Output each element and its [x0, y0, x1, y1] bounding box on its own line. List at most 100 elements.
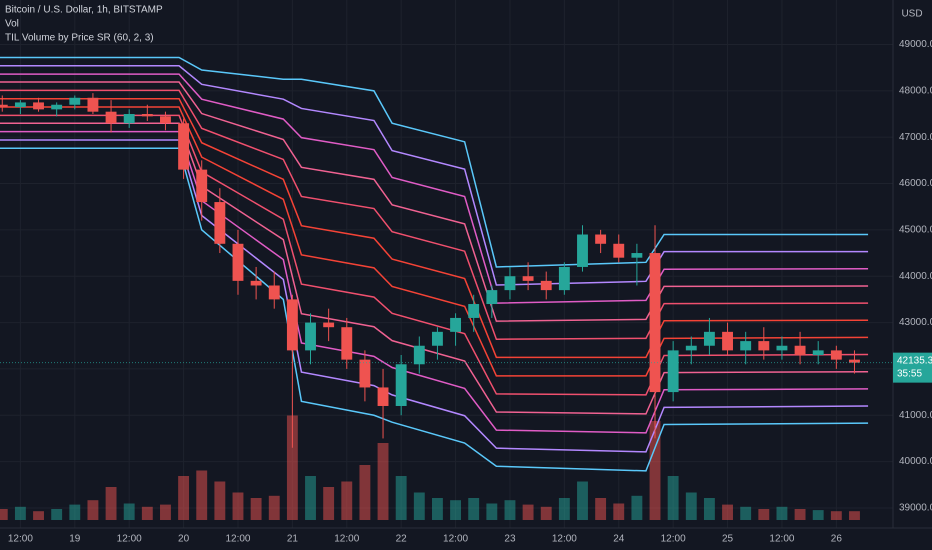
candle-body	[395, 364, 407, 406]
candle-body	[33, 102, 44, 110]
volume-bar	[51, 509, 63, 520]
y-tick-label: 48000.00	[899, 85, 932, 96]
candle-body	[105, 111, 117, 124]
volume-bar	[395, 476, 407, 520]
candle-body	[286, 299, 298, 351]
candle-body	[722, 331, 733, 351]
symbol-title[interactable]: Bitcoin / U.S. Dollar, 1h, BITSTAMP	[5, 5, 163, 16]
volume-bar	[703, 498, 715, 520]
candle-body	[141, 114, 153, 117]
sr-line	[0, 89, 869, 341]
candle-body	[214, 202, 226, 244]
volume-bar	[722, 504, 733, 520]
volume-bar	[577, 481, 588, 520]
volume-bar	[431, 498, 443, 520]
candle-body	[649, 253, 661, 393]
volume-bar	[323, 487, 335, 520]
x-tick-label: 12:00	[443, 534, 468, 545]
x-tick-label: 25	[722, 534, 734, 545]
candle-body	[250, 280, 262, 286]
candle-body	[595, 234, 607, 244]
candle-body	[305, 322, 316, 351]
volume-bar	[413, 492, 425, 520]
volume-bar	[160, 504, 171, 520]
volume-bar	[305, 476, 316, 520]
countdown-label: 35:55	[897, 368, 922, 379]
volume-bar	[123, 503, 135, 520]
x-tick-label: 23	[504, 534, 516, 545]
candle-body	[468, 304, 480, 318]
candle-body	[0, 104, 8, 108]
candle-body	[794, 345, 806, 356]
y-tick-label: 49000.00	[899, 39, 932, 50]
volume-bar	[468, 498, 480, 520]
indicator-label[interactable]: TIL Volume by Price SR (60, 2, 3)	[5, 33, 154, 44]
candle-body	[232, 243, 244, 281]
candle-body	[431, 331, 443, 346]
volume-bar	[849, 511, 860, 520]
volume-bar	[14, 506, 26, 520]
x-tick-label: 22	[396, 534, 408, 545]
candle-body	[14, 102, 26, 108]
volume-bar	[232, 492, 244, 520]
x-tick-label: 12:00	[661, 534, 686, 545]
volume-bar	[141, 506, 153, 520]
candle-body	[413, 345, 425, 365]
x-tick-label: 12:00	[225, 534, 250, 545]
volume-bar	[196, 470, 208, 520]
y-tick-label: 44000.00	[899, 271, 932, 282]
x-tick-label: 20	[178, 534, 190, 545]
candle-body	[123, 114, 135, 124]
sr-line	[0, 114, 869, 396]
candle-body	[341, 327, 353, 360]
volume-bar	[450, 500, 462, 520]
volume-bar	[178, 476, 190, 520]
sr-line	[0, 81, 869, 322]
y-tick-label: 40000.00	[899, 456, 932, 467]
x-tick-label: 24	[613, 534, 625, 545]
candle-body	[268, 285, 280, 300]
volume-bar	[341, 481, 353, 520]
volume-bar	[0, 509, 8, 520]
candle-body	[740, 341, 752, 351]
volume-bar	[830, 511, 842, 520]
volume-bar	[504, 500, 516, 520]
candle-body	[703, 331, 715, 346]
y-tick-label: 43000.00	[899, 317, 932, 328]
candle-body	[377, 387, 389, 406]
volume-bar	[794, 509, 806, 520]
y-tick-label: 41000.00	[899, 410, 932, 421]
candle-body	[667, 350, 679, 393]
volume-bar	[250, 498, 262, 520]
candle-body	[323, 322, 335, 328]
candle-body	[613, 243, 625, 258]
volume-bar	[613, 503, 625, 520]
volume-bar	[595, 498, 607, 520]
volume-bar	[377, 443, 389, 520]
last-price-box	[893, 352, 932, 383]
candle-body	[504, 276, 516, 291]
candle-body	[685, 345, 697, 351]
y-tick-label: 39000.00	[899, 503, 932, 514]
volume-bar	[522, 504, 534, 520]
volume-bar	[87, 500, 99, 520]
sr-line	[0, 56, 869, 268]
indicator-label[interactable]: Vol	[5, 19, 19, 30]
volume-bar	[685, 492, 697, 520]
candle-body	[87, 97, 99, 112]
candle-body	[577, 234, 588, 267]
candle-body	[830, 350, 842, 360]
volume-bar	[268, 495, 280, 520]
candle-body	[69, 97, 81, 105]
candle-body	[359, 359, 371, 388]
candle-body	[758, 341, 770, 351]
volume-bar	[359, 465, 371, 520]
x-tick-label: 12:00	[8, 534, 33, 545]
candle-body	[540, 280, 552, 291]
volume-bar	[631, 495, 643, 520]
x-tick-label: 12:00	[334, 534, 359, 545]
volume-bar	[812, 510, 824, 520]
currency-label[interactable]: USD	[901, 9, 922, 20]
